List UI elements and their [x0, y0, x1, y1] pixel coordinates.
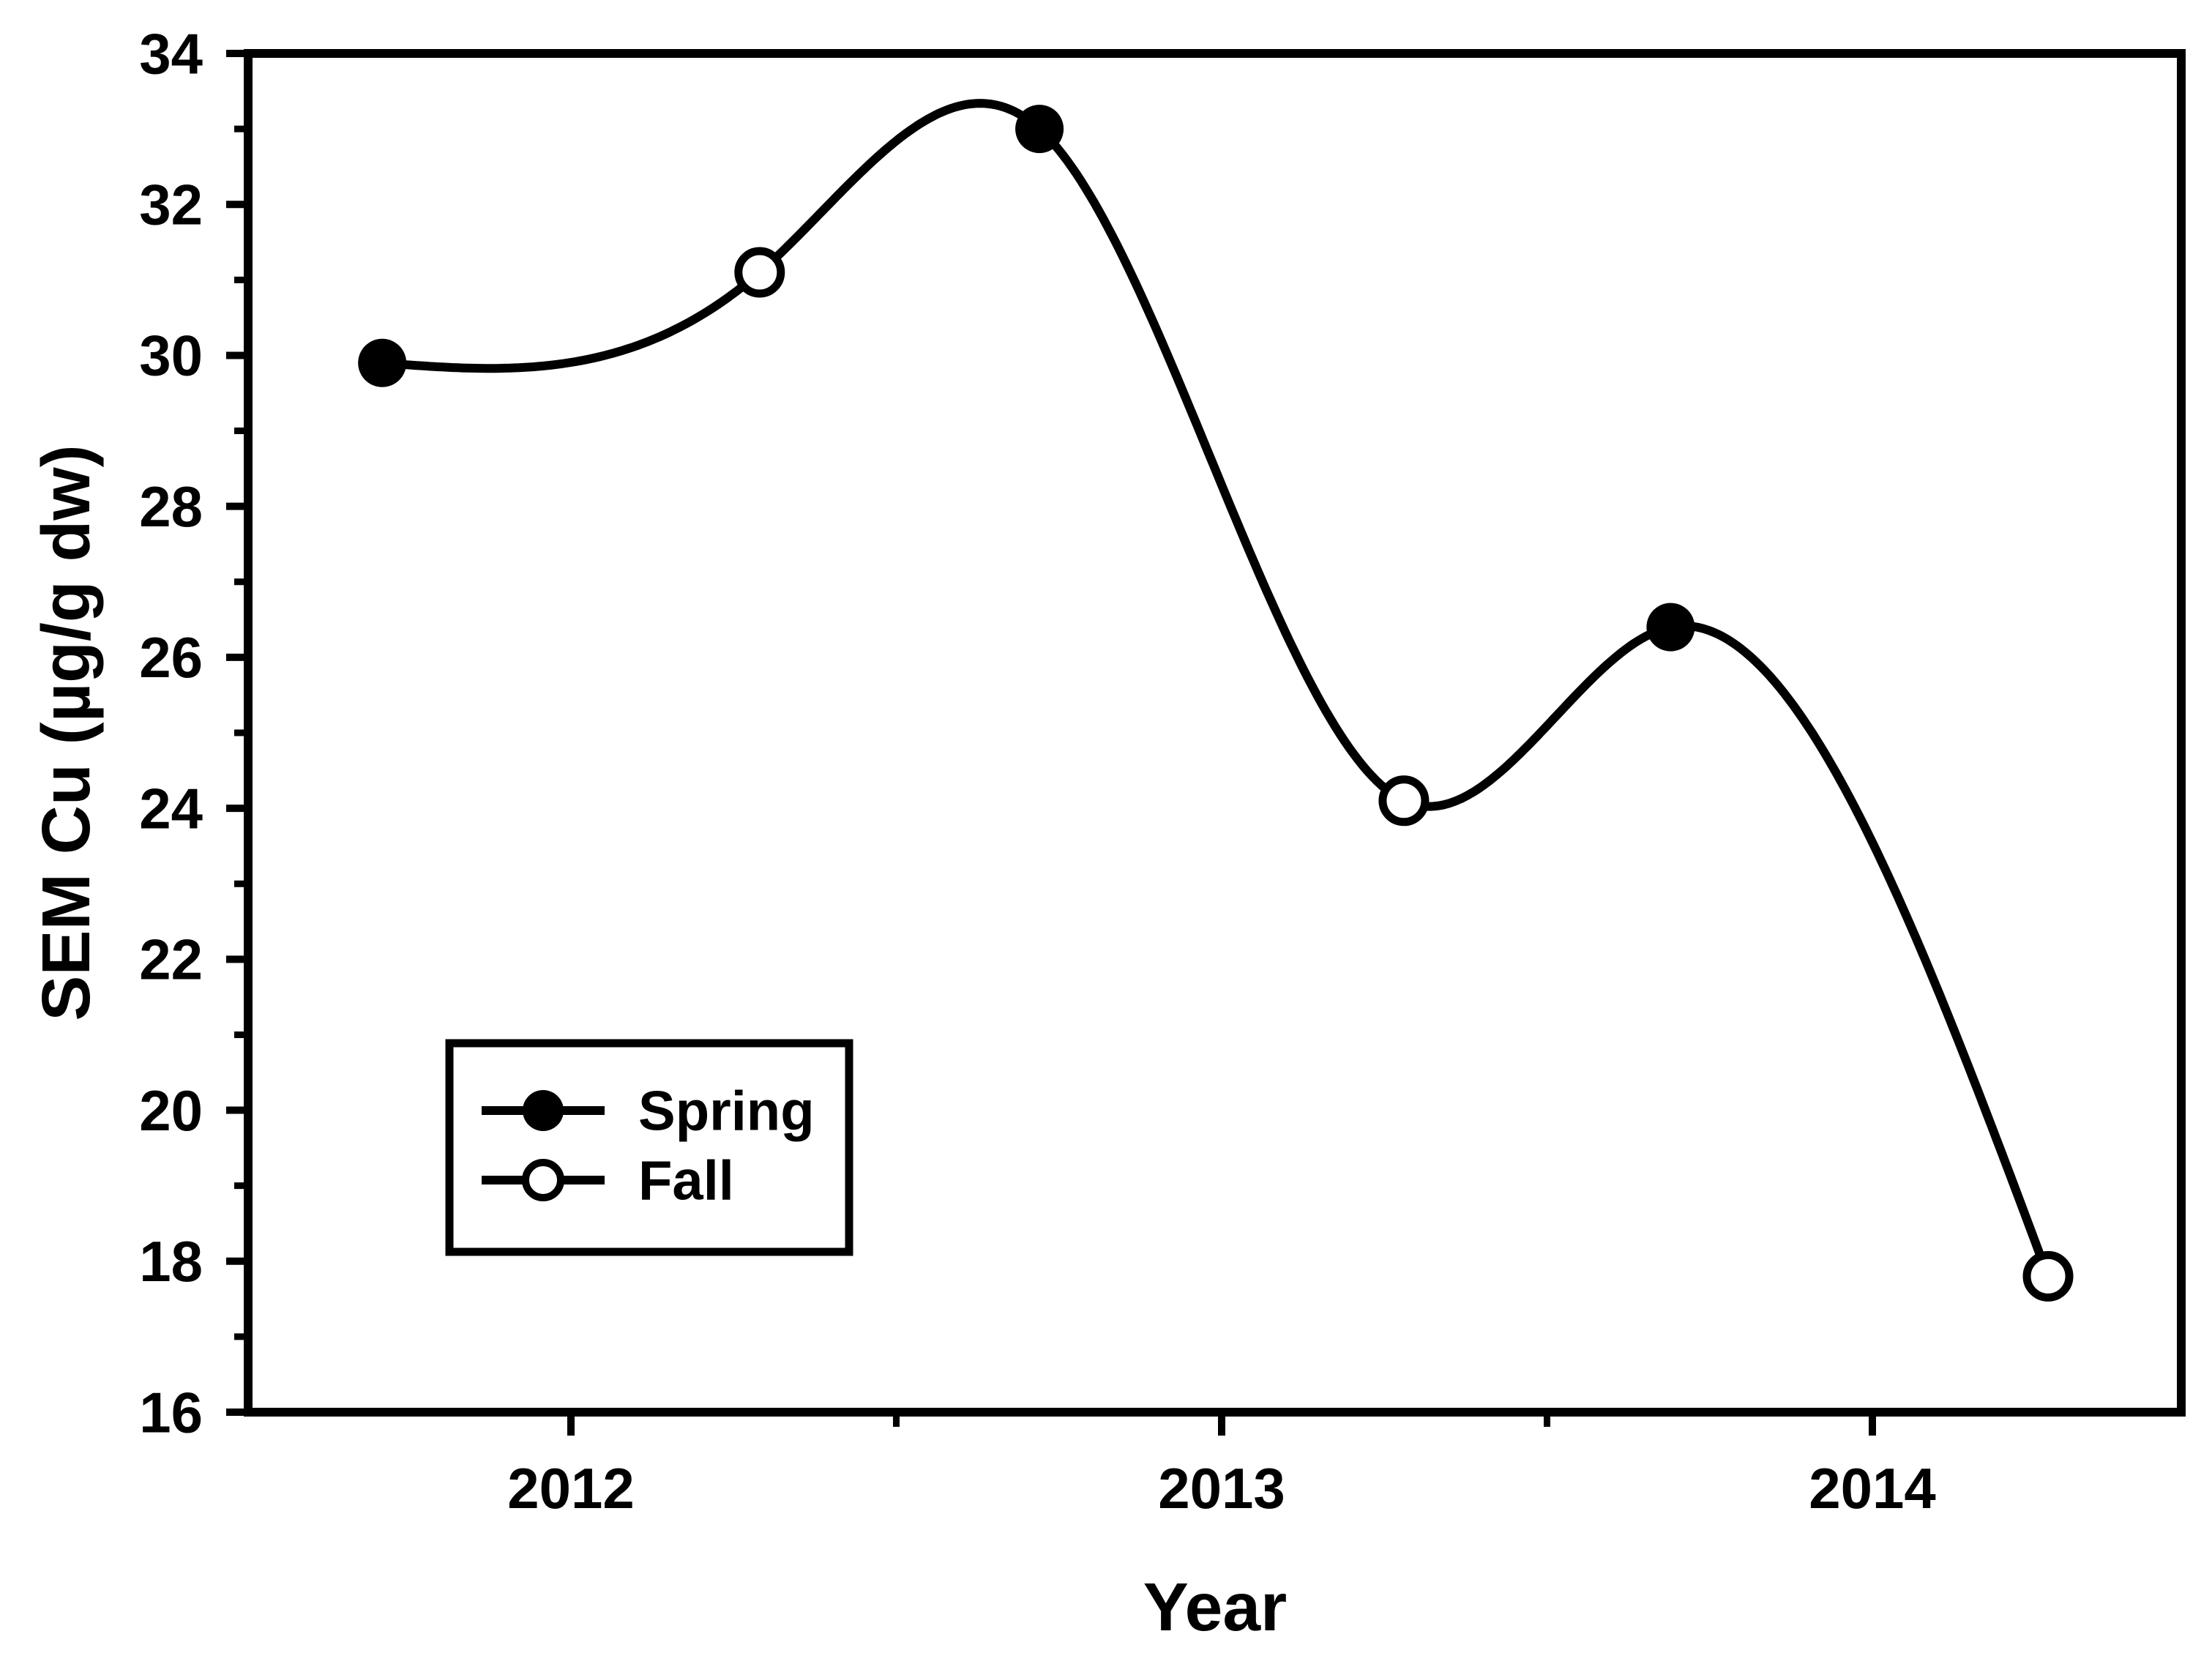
marker-fall-open-circle	[2022, 1250, 2074, 1302]
marker-fall-open-circle	[734, 247, 785, 298]
legend-open-circle-icon	[522, 1159, 564, 1201]
plot-area-border	[244, 49, 2186, 1417]
y-tick-label: 16	[139, 1380, 203, 1444]
y-axis-title: SEM Cu (µg/g dw)	[28, 444, 104, 1021]
legend-item-fall: Fall	[482, 1150, 734, 1212]
x-axis-title: Year	[1143, 1569, 1288, 1645]
marker-fall-open-circle	[1378, 775, 1430, 827]
y-tick-label: 24	[139, 776, 203, 840]
marker-spring-filled-circle	[1646, 602, 1695, 652]
x-tick-label: 2013	[1158, 1456, 1285, 1521]
y-tick-label: 18	[139, 1229, 203, 1294]
data-curve	[381, 99, 2052, 1278]
legend-label-spring: Spring	[638, 1081, 815, 1143]
y-tick-label: 26	[139, 625, 203, 690]
legend: Spring Fall	[445, 1039, 853, 1256]
legend-box	[445, 1039, 853, 1256]
y-tick-label: 30	[139, 324, 203, 388]
y-tick-label: 20	[139, 1078, 203, 1143]
legend-label-fall: Fall	[638, 1150, 734, 1212]
y-tick-label: 22	[139, 928, 203, 992]
y-tick-label: 32	[139, 173, 203, 237]
marker-spring-filled-circle	[1015, 105, 1064, 154]
y-tick-label: 28	[139, 474, 203, 539]
x-tick-label: 2012	[507, 1456, 635, 1521]
legend-filled-circle-icon	[523, 1090, 564, 1131]
legend-item-spring: Spring	[482, 1081, 815, 1143]
marker-spring-filled-circle	[358, 338, 407, 387]
plot-generated-content: 16 18 20 22 24 26 28 30 32 34 2012 2013 2014	[139, 21, 2074, 1521]
y-tick-label: 34	[139, 21, 203, 86]
x-tick-label: 2014	[1809, 1456, 1936, 1521]
